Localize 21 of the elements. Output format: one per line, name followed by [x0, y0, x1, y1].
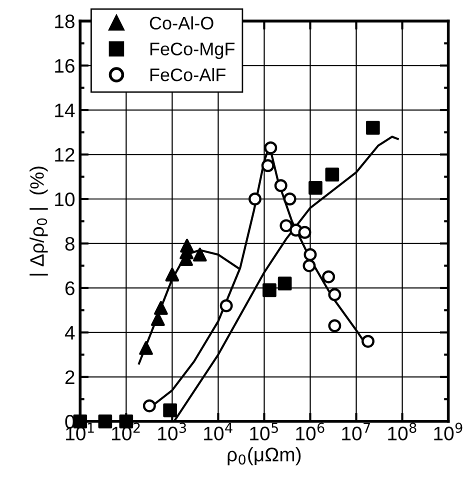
x-tick-label: 10$^{9}$ [434, 422, 462, 440]
y-tick-label: 16 [55, 59, 74, 73]
x-axis-title: ρ$_{0}$(μΩm) [228, 447, 301, 466]
y-tick-label: 14 [55, 104, 75, 118]
y-axis-title: | Δρ/ρ$_{0}$ | (%) [30, 166, 48, 276]
x-tick-label: 10$^{3}$ [158, 422, 186, 440]
y-tick-label: 12 [55, 148, 74, 162]
y-tick-label: 10 [55, 192, 75, 206]
legend-label: Co-Al-O [150, 16, 214, 30]
y-tick-label: 18 [55, 14, 74, 28]
legend-label: FeCo-AlF [150, 68, 226, 82]
x-tick-label: 10$^{6}$ [296, 422, 324, 440]
x-tick-label: 10$^{4}$ [204, 422, 232, 440]
y-tick-label: 6 [65, 281, 74, 296]
y-tick-label: 2 [65, 370, 74, 384]
legend-label: FeCo-MgF [150, 42, 235, 59]
x-tick-label: 10$^{8}$ [388, 422, 416, 440]
x-tick-label: 10$^{5}$ [250, 422, 278, 440]
x-tick-label: 10$^{7}$ [342, 422, 370, 440]
y-tick-label: 4 [64, 326, 75, 340]
y-tick-label: 8 [65, 236, 74, 251]
